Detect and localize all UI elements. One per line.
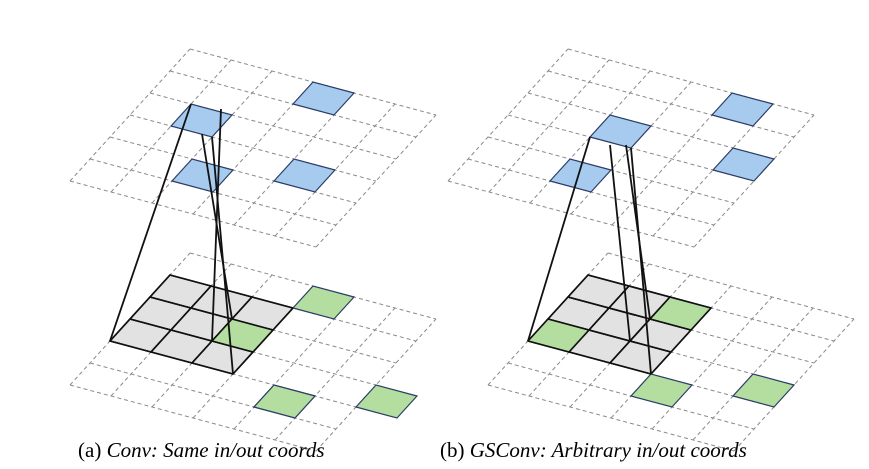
output-active-cell (711, 147, 776, 182)
input-active-cell (291, 285, 356, 320)
input-active-cell (252, 384, 317, 419)
output-grid-line (567, 48, 815, 116)
caption-a-label: (a) (78, 438, 102, 462)
kernel-edge (149, 296, 274, 331)
kernel-edge (527, 274, 589, 342)
caption-a: (a) Conv: Same in/out coords (78, 438, 325, 462)
input-grid-line (607, 252, 855, 320)
kernel-edge (587, 274, 712, 309)
kernel-edge (191, 296, 253, 364)
panel-b-gsconv (447, 48, 855, 452)
kernel-edge (650, 307, 712, 375)
kernel-edge (150, 285, 212, 353)
receptive-field-line (527, 136, 591, 342)
kernel-edge (109, 274, 171, 342)
input-layer (487, 252, 855, 452)
kernel-3x3 (108, 274, 295, 375)
kernel-edge (609, 296, 671, 364)
input-active-cell (354, 384, 419, 419)
receptive-field-line (625, 144, 651, 320)
output-grid-line (693, 114, 815, 248)
output-active-cell (272, 158, 337, 193)
input-grid-line (733, 318, 855, 452)
caption-b: (b) GSConv: Arbitrary in/out coords (440, 438, 747, 462)
output-layer (69, 48, 437, 248)
kernel-edge (169, 274, 294, 309)
caption-a-text: Conv: Same in/out coords (106, 438, 325, 462)
output-layer (447, 48, 815, 248)
receptive-field (527, 136, 652, 375)
output-active-cell (588, 114, 653, 149)
kernel-edge (129, 318, 254, 353)
input-active-cell (629, 373, 694, 408)
receptive-field-line (201, 133, 233, 320)
kernel-edge (109, 340, 234, 375)
output-active-cell (291, 81, 356, 116)
output-grid-line (315, 114, 437, 248)
output-active-cell (548, 158, 613, 193)
receptive-field-line (109, 103, 192, 342)
output-active-cell (169, 103, 234, 138)
output-grid-line (129, 114, 377, 182)
output-grid (69, 48, 437, 248)
receptive-field (109, 103, 234, 375)
caption-b-label: (b) (440, 438, 465, 462)
panel-a-conv (69, 48, 437, 452)
caption-b-text: GSConv: Arbitrary in/out coords (469, 438, 747, 462)
receptive-field-line (609, 144, 631, 342)
input-layer (69, 252, 437, 452)
kernel-edge (567, 296, 692, 331)
kernel-edge (547, 318, 672, 353)
kernel-edge (232, 307, 294, 375)
output-active-cell (170, 158, 235, 193)
kernel-edge (568, 285, 630, 353)
receptive-field-line (630, 147, 652, 375)
kernel-edge (527, 340, 652, 375)
input-grid-line (315, 318, 437, 452)
input-active-cell (731, 373, 796, 408)
output-active-cell (710, 92, 775, 127)
